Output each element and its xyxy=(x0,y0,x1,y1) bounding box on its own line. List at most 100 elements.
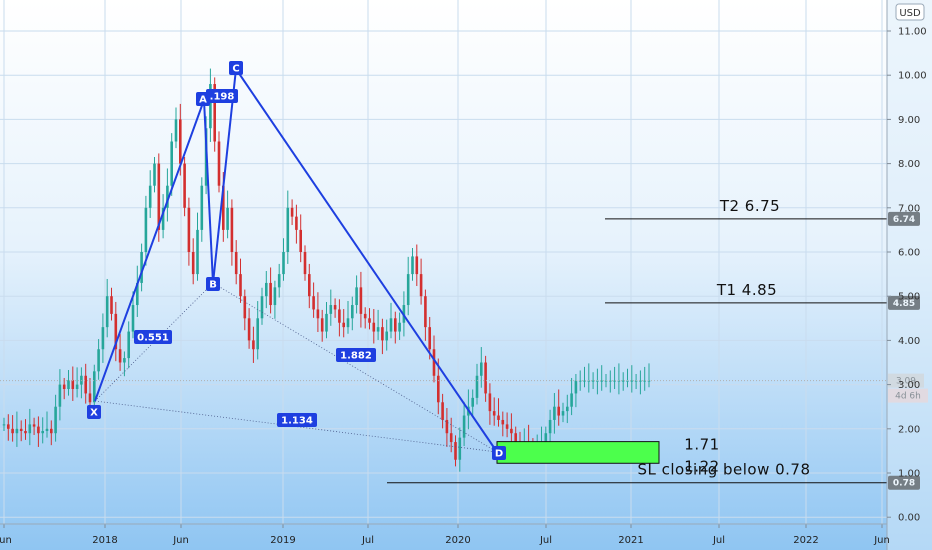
candle-body xyxy=(179,119,182,164)
candle-body xyxy=(351,305,354,319)
candle-body xyxy=(11,428,14,434)
candle-body xyxy=(45,428,49,432)
candle-body xyxy=(269,282,272,306)
candle-body xyxy=(419,274,423,297)
x-tick-label: Jul xyxy=(712,535,725,546)
candle-body xyxy=(639,380,642,382)
candle-body xyxy=(243,296,247,319)
entry-zone xyxy=(496,441,660,464)
ratio-line-xb xyxy=(94,282,214,402)
candle-body xyxy=(544,433,548,443)
point-box-c xyxy=(229,61,243,75)
candle-body xyxy=(2,424,6,426)
candle-body xyxy=(621,380,625,382)
candle-body xyxy=(299,229,302,252)
candle-body xyxy=(372,322,376,332)
y-tick-label: 1.00 xyxy=(898,469,920,480)
candle-body xyxy=(643,380,646,382)
x-tick-label: Jul xyxy=(539,535,552,546)
ratio-box xyxy=(206,89,238,103)
candle-body xyxy=(432,349,436,376)
candle-body xyxy=(355,287,358,306)
candle-body xyxy=(37,426,40,434)
candle-body xyxy=(561,411,565,416)
candle-body xyxy=(234,252,238,275)
grid-lines xyxy=(0,0,887,524)
y-axis[interactable]: USD 0.00 1.00 2.00 3.00 4.00 5.00 6.00 7.00 8.00… xyxy=(886,0,932,550)
candle-body xyxy=(148,185,152,208)
candles-layer xyxy=(2,68,651,472)
candle-body xyxy=(97,349,100,372)
point-label-a: A xyxy=(199,95,207,106)
candle-body xyxy=(226,207,229,230)
y-tick-label: 6.00 xyxy=(898,248,920,259)
candle-body xyxy=(222,185,225,230)
candle-body xyxy=(574,380,578,394)
candle-body xyxy=(239,274,242,297)
candle-body xyxy=(15,428,19,434)
y-tick-label: 10.00 xyxy=(898,71,927,82)
x-tick-label: 2019 xyxy=(270,535,295,546)
candle-body xyxy=(41,431,44,434)
candle-body xyxy=(50,428,53,434)
candle-body xyxy=(475,375,479,398)
candle-body xyxy=(338,309,341,323)
zone-top-label: 1.71 xyxy=(684,436,719,454)
candle-body xyxy=(445,419,449,434)
candle-body xyxy=(273,287,277,306)
point-box-b xyxy=(206,277,220,291)
candle-body xyxy=(320,318,324,332)
point-label-c: C xyxy=(232,64,239,75)
candle-body xyxy=(449,433,453,443)
candle-body xyxy=(67,380,70,390)
currency-badge[interactable]: USD xyxy=(895,3,925,21)
candle-body xyxy=(570,393,573,407)
candle-body xyxy=(501,419,505,425)
pattern-leg-cd xyxy=(235,68,498,453)
candle-body xyxy=(325,313,328,332)
candle-body xyxy=(346,318,350,328)
x-tick-label: Jun xyxy=(0,535,12,546)
zone-bottom-label: 1.22 xyxy=(684,457,719,475)
point-label-b: B xyxy=(209,280,217,291)
candle-body xyxy=(19,428,23,432)
candle-body xyxy=(140,252,143,283)
candle-body xyxy=(471,397,474,407)
candle-body xyxy=(557,406,560,416)
candle-body xyxy=(183,163,186,208)
candle-body xyxy=(385,331,388,341)
candle-body xyxy=(54,406,57,434)
candle-body xyxy=(144,207,148,252)
x-tick-label: 2020 xyxy=(445,535,470,546)
candle-body xyxy=(174,119,178,142)
candle-body xyxy=(118,349,122,363)
candle-body xyxy=(282,252,285,275)
candle-body xyxy=(480,362,483,376)
candle-body xyxy=(406,274,410,306)
candle-body xyxy=(600,380,603,382)
candle-body xyxy=(256,318,259,350)
x-tick-label: 2021 xyxy=(618,535,643,546)
candle-body xyxy=(497,415,500,420)
candle-body xyxy=(24,431,27,434)
candle-body xyxy=(123,358,126,363)
candle-body xyxy=(630,380,634,382)
pattern-leg-bc xyxy=(212,68,237,284)
candle-body xyxy=(217,141,221,186)
candle-body xyxy=(84,375,87,394)
candle-body xyxy=(394,318,397,332)
x-axis[interactable]: Jun 2018 Jun 2019 Jul 2020 Jul 2021 Jul 2022 Jun xyxy=(0,523,890,546)
candle-body xyxy=(191,252,195,275)
point-label-x: X xyxy=(90,408,98,419)
candle-body xyxy=(329,305,333,314)
candle-body xyxy=(196,229,199,275)
candle-body xyxy=(368,318,371,323)
candle-body xyxy=(290,207,294,217)
y-tick-label: 7.00 xyxy=(898,203,920,214)
candle-body xyxy=(359,287,363,314)
candle-body xyxy=(411,256,414,275)
candle-body xyxy=(101,327,105,350)
